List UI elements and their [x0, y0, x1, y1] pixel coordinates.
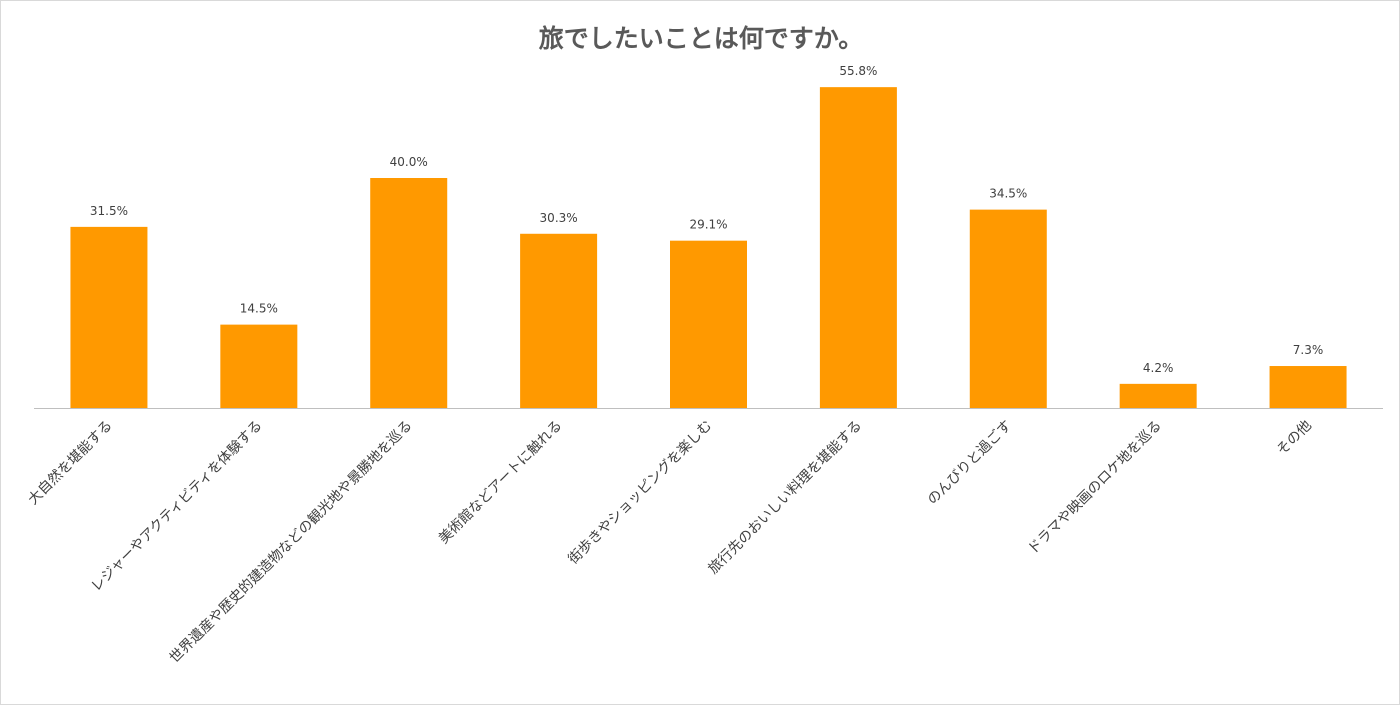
bar-2: [220, 324, 298, 408]
category-label-3: 世界遺産や歴史的建造物などの観光地や景勝地を巡る: [166, 417, 416, 667]
category-labels-group: 大自然を堪能するレジャーやアクティビティを体験する世界遺産や歴史的建造物などの観…: [25, 417, 1315, 667]
data-label-5: 29.1%: [689, 218, 727, 232]
bar-6: [819, 87, 897, 409]
bar-3: [370, 178, 448, 408]
bar-1: [70, 226, 148, 408]
category-label-4: 美術館などアートに触れる: [435, 417, 565, 547]
data-label-2: 14.5%: [240, 302, 278, 316]
chart-title: 旅でしたいことは何ですか。: [538, 24, 864, 53]
data-label-7: 34.5%: [989, 187, 1027, 201]
category-label-2: レジャーやアクティビティを体験する: [88, 418, 265, 595]
category-label-9: その他: [1274, 418, 1315, 459]
data-label-1: 31.5%: [90, 204, 128, 218]
bar-9: [1269, 366, 1347, 408]
category-label-6: 旅行先のおいしい料理を堪能する: [705, 418, 865, 578]
bars-group: [70, 87, 1347, 409]
data-label-9: 7.3%: [1293, 343, 1324, 357]
category-label-7: のんびりと過ごす: [924, 418, 1015, 509]
data-label-8: 4.2%: [1143, 361, 1174, 375]
data-label-4: 30.3%: [540, 211, 578, 225]
category-label-1: 大自然を堪能する: [25, 417, 116, 508]
bar-8: [1119, 383, 1197, 408]
category-label-8: ドラマや映画のロケ地を巡る: [1025, 418, 1165, 558]
data-label-6: 55.8%: [839, 64, 877, 78]
bar-4: [520, 233, 598, 408]
data-label-3: 40.0%: [390, 155, 428, 169]
bar-5: [670, 240, 747, 408]
category-label-5: 街歩きやショッピングを楽しむ: [565, 418, 715, 568]
bar-7: [969, 209, 1047, 408]
data-labels-group: 31.5% 14.5% 40.0% 30.3% 29.1% 55.8% 34.5% 4.2% 7…: [90, 64, 1323, 375]
